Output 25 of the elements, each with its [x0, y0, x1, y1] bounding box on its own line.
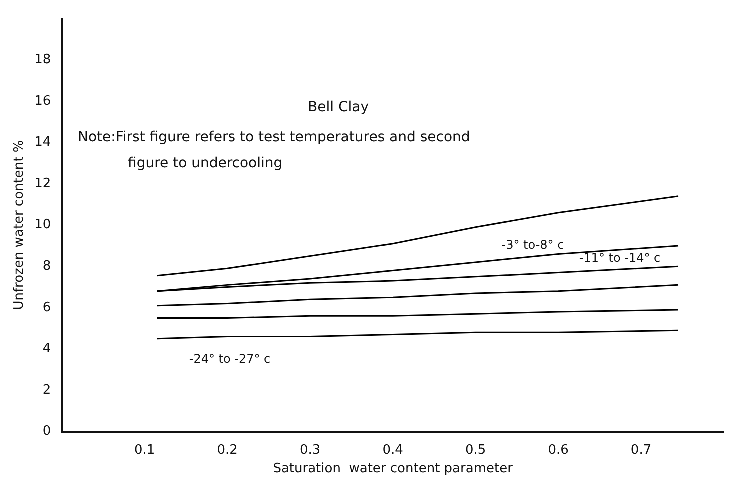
y-tick-label: 16 — [34, 94, 52, 109]
annotation: -11° to -14° c — [579, 251, 661, 266]
x-tick-label: 0.6 — [548, 442, 569, 458]
y-tick-label: 8 — [42, 258, 52, 274]
annotation: -3° to-8° c — [502, 238, 564, 252]
x-tick-label: 0.1 — [134, 442, 156, 458]
x-tick-label: 0.3 — [300, 442, 321, 458]
y-tick-label: 2 — [42, 382, 52, 398]
annotation: -24° to -27° c — [189, 352, 271, 366]
y-tick-label: 10 — [34, 218, 52, 233]
x-axis-title: Saturation water content parameter — [273, 462, 514, 477]
annotation: Note:First figure refers to test temperatures and second — [78, 130, 470, 146]
annotation: figure to undercooling — [128, 156, 283, 172]
y-tick-label: 14 — [34, 135, 52, 150]
y-tick-label: 12 — [34, 176, 52, 192]
x-tick-label: 0.5 — [465, 442, 486, 458]
x-tick-label: 0.4 — [382, 442, 404, 458]
y-tick-label: 6 — [42, 300, 52, 316]
x-tick-label: 0.2 — [217, 442, 238, 458]
y-tick-label: 18 — [34, 52, 52, 68]
y-axis-title: Unfrozen water content % — [12, 140, 28, 310]
y-tick-label: 4 — [42, 342, 52, 357]
annotation: Bell Clay — [308, 100, 369, 116]
x-tick-label: 0.7 — [630, 442, 652, 458]
y-tick-label: 0 — [42, 424, 52, 440]
